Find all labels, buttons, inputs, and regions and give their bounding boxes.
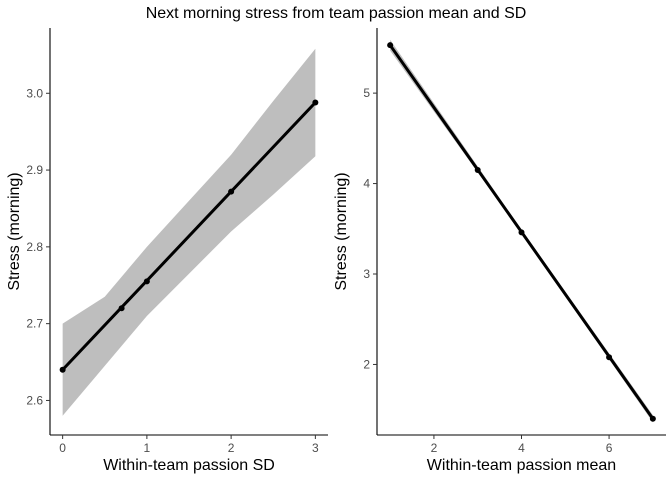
y-tick-label: 5 (363, 86, 370, 100)
x-tick-label: 1 (144, 441, 151, 455)
data-point (228, 188, 235, 195)
data-point (312, 99, 319, 106)
y-axis-title: Stress (morning) (333, 172, 350, 290)
data-point (474, 166, 481, 173)
x-tick-label: 0 (59, 441, 66, 455)
y-tick-label: 2.9 (26, 163, 43, 177)
y-tick-label: 4 (363, 177, 370, 191)
data-point (518, 229, 525, 236)
x-axis-title: Within-team passion SD (103, 457, 275, 474)
fit-line (61, 100, 317, 372)
x-tick-label: 3 (312, 441, 319, 455)
x-axis-title: Within-team passion mean (427, 457, 616, 474)
data-point (118, 305, 125, 312)
data-point (59, 366, 66, 373)
y-tick-label: 2.7 (26, 317, 43, 331)
y-axis-title: Stress (morning) (6, 172, 23, 290)
x-tick-label: 4 (518, 441, 525, 455)
data-point (143, 278, 150, 285)
data-point (649, 415, 656, 422)
data-point (387, 42, 394, 49)
confidence-ribbon (62, 48, 316, 416)
left-panel: 0 1 2 3 2.6 2.7 2.8 2.9 3.0 Within-team passion S… (6, 28, 328, 474)
figure-title: Next morning stress from team passion me… (146, 5, 527, 22)
y-tick-label: 3 (363, 267, 370, 281)
right-panel: 2 4 6 2 3 4 5 Within-team passion mean Stress (m… (333, 28, 666, 474)
y-tick-label: 2 (363, 357, 370, 371)
x-tick-label: 6 (606, 441, 613, 455)
data-point (606, 354, 613, 361)
y-tick-label: 3.0 (26, 86, 43, 100)
y-tick-label: 2.8 (26, 240, 43, 254)
y-tick-label: 2.6 (26, 393, 43, 407)
x-tick-label: 2 (431, 441, 438, 455)
x-tick-label: 2 (228, 441, 235, 455)
